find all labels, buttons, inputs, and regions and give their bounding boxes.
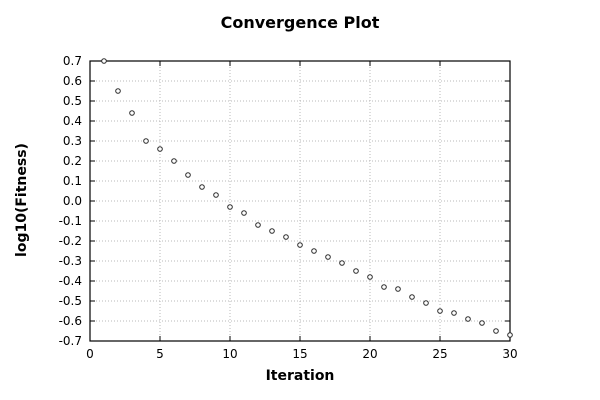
y-tick-label: 0.6 [63, 74, 82, 88]
x-tick-label: 30 [502, 347, 517, 361]
data-points [101, 58, 513, 338]
y-tick-label: -0.1 [59, 214, 82, 228]
data-point [101, 58, 107, 64]
data-point [381, 284, 387, 290]
data-point [185, 172, 191, 178]
plot-border [89, 60, 511, 342]
data-point [311, 248, 317, 254]
data-point [115, 88, 121, 94]
y-tick-label: -0.4 [59, 274, 82, 288]
data-point [129, 110, 135, 116]
data-point [479, 320, 485, 326]
y-tick-label: 0.1 [63, 174, 82, 188]
data-point [241, 210, 247, 216]
x-axis-label: Iteration [265, 368, 335, 384]
data-point [451, 310, 457, 316]
x-tick-label: 0 [86, 347, 94, 361]
gridlines [90, 61, 510, 341]
y-tick-label: -0.6 [59, 314, 82, 328]
data-point [283, 234, 289, 240]
y-tick-label: 0.5 [63, 94, 82, 108]
x-tick-label: 25 [432, 347, 447, 361]
y-tick-label: 0.0 [63, 194, 82, 208]
data-point [143, 138, 149, 144]
y-tick-label: 0.3 [63, 134, 82, 148]
y-tick-label: -0.5 [59, 294, 82, 308]
x-tick-label: 5 [156, 347, 164, 361]
data-point [199, 184, 205, 190]
x-tick-label: 10 [222, 347, 237, 361]
data-point [507, 332, 513, 338]
x-tick-label: 20 [362, 347, 377, 361]
y-tick-label: 0.7 [63, 54, 82, 68]
data-point [325, 254, 331, 260]
data-point [157, 146, 163, 152]
data-point [213, 192, 219, 198]
data-point [465, 316, 471, 322]
tick-labels: 0 5 10 15 20 25 30 0.7 0.6 0.5 0.4 0.3 0.2 0.1 0.0 -0.1… [59, 54, 518, 361]
x-tick-label: 15 [292, 347, 307, 361]
data-point [409, 294, 415, 300]
data-point [339, 260, 345, 266]
data-point [227, 204, 233, 210]
data-point [353, 268, 359, 274]
y-tick-label: 0.4 [63, 114, 82, 128]
y-tick-label: 0.2 [63, 154, 82, 168]
y-tick-label: -0.7 [59, 334, 82, 348]
y-tick-label: -0.2 [59, 234, 82, 248]
data-point [297, 242, 303, 248]
data-point [269, 228, 275, 234]
data-point [423, 300, 429, 306]
data-point [395, 286, 401, 292]
data-point [255, 222, 261, 228]
data-point [437, 308, 443, 314]
data-point [367, 274, 373, 280]
data-point [493, 328, 499, 334]
data-point [171, 158, 177, 164]
y-tick-label: -0.3 [59, 254, 82, 268]
chart-title: Convergence Plot [220, 13, 380, 32]
